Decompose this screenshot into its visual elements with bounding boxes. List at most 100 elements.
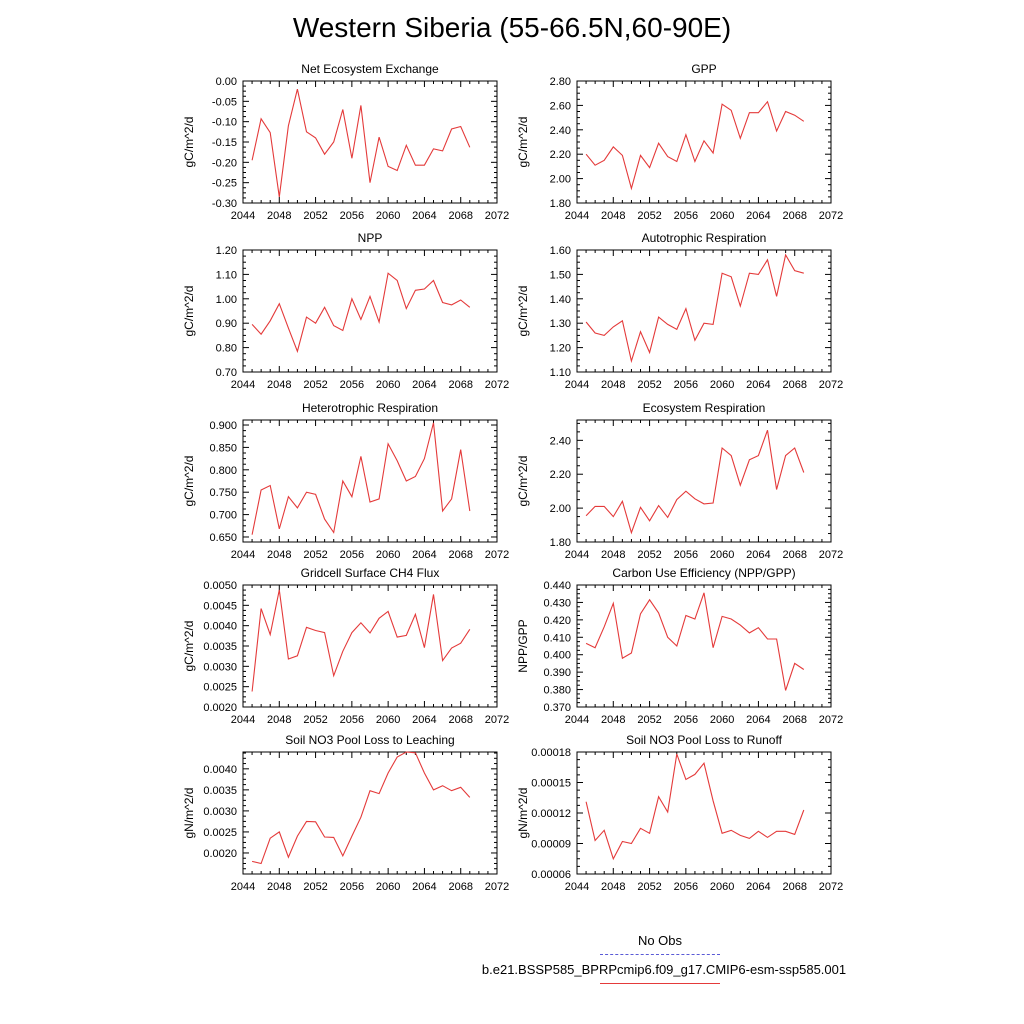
plot-frame xyxy=(242,249,498,373)
x-tick-label: 2052 xyxy=(303,379,327,391)
x-tick-label: 2048 xyxy=(267,881,291,893)
panel-title: Net Ecosystem Exchange xyxy=(301,62,439,76)
y-axis-label: NPP/GPP xyxy=(516,619,530,672)
x-tick-label: 2068 xyxy=(782,210,806,222)
x-tick-label: 2056 xyxy=(340,210,364,222)
panel-title: Gridcell Surface CH4 Flux xyxy=(301,566,440,580)
panel-3: Autotrophic Respiration gC/m^2/d 2044 2048 2… xyxy=(516,231,843,391)
x-tick-label: 2044 xyxy=(565,881,589,893)
plot-frame xyxy=(576,584,832,708)
series-line xyxy=(251,88,471,197)
y-tick-label: -0.20 xyxy=(212,157,237,169)
x-tick-label: 2068 xyxy=(782,881,806,893)
y-tick-label: 1.10 xyxy=(550,367,571,379)
series-line xyxy=(251,751,471,865)
x-tick-label: 2072 xyxy=(819,549,843,561)
y-axis-label: gC/m^2/d xyxy=(182,456,196,507)
y-tick-label: 0.80 xyxy=(216,343,237,355)
x-tick-label: 2060 xyxy=(710,549,734,561)
x-tick-label: 2064 xyxy=(412,210,436,222)
x-tick-label: 2072 xyxy=(485,379,509,391)
panel-title: Autotrophic Respiration xyxy=(642,231,767,245)
x-tick-label: 2068 xyxy=(448,881,472,893)
y-tick-label: 0.0020 xyxy=(203,702,237,714)
x-tick-label: 2064 xyxy=(746,549,770,561)
x-tick-label: 2052 xyxy=(303,210,327,222)
x-tick-label: 2044 xyxy=(231,714,255,726)
y-tick-label: 1.30 xyxy=(550,318,571,330)
panel-2: NPP gC/m^2/d 2044 2048 2052 2056 2060 2064 2068 2… xyxy=(182,231,509,391)
legend-run-label: b.e21.BSSP585_BPRPcmip6.f09_g17.CMIP6-es… xyxy=(481,962,847,977)
y-tick-label: 0.0040 xyxy=(203,764,237,776)
y-tick-label: 0.00 xyxy=(216,76,237,88)
x-tick-label: 2056 xyxy=(340,549,364,561)
y-tick-label: 0.390 xyxy=(543,667,571,679)
x-tick-label: 2072 xyxy=(485,714,509,726)
panel-title: Soil NO3 Pool Loss to Leaching xyxy=(285,733,454,747)
x-tick-label: 2064 xyxy=(746,379,770,391)
y-tick-label: 0.70 xyxy=(216,367,237,379)
y-tick-label: 2.20 xyxy=(550,149,571,161)
y-tick-label: 0.410 xyxy=(543,632,571,644)
y-tick-label: 0.0025 xyxy=(203,682,237,694)
y-axis-label: gN/m^2/d xyxy=(516,788,530,839)
x-tick-label: 2060 xyxy=(710,714,734,726)
y-tick-label: 0.430 xyxy=(543,597,571,609)
panel-5: Ecosystem Respiration gC/m^2/d 2044 2048 205… xyxy=(516,401,843,561)
x-tick-label: 2048 xyxy=(267,210,291,222)
x-tick-label: 2056 xyxy=(674,881,698,893)
x-tick-label: 2068 xyxy=(782,714,806,726)
x-tick-label: 2064 xyxy=(412,379,436,391)
x-tick-label: 2048 xyxy=(601,210,625,222)
x-tick-label: 2068 xyxy=(448,379,472,391)
x-tick-label: 2052 xyxy=(303,881,327,893)
x-tick-label: 2072 xyxy=(819,210,843,222)
x-tick-label: 2068 xyxy=(782,549,806,561)
main-title: Western Siberia (55-66.5N,60-90E) xyxy=(292,12,732,43)
x-tick-label: 2052 xyxy=(637,549,661,561)
y-tick-label: 0.00009 xyxy=(531,839,571,851)
x-tick-label: 2060 xyxy=(376,881,400,893)
x-tick-label: 2052 xyxy=(303,549,327,561)
x-tick-label: 2056 xyxy=(674,210,698,222)
x-tick-label: 2060 xyxy=(376,210,400,222)
x-tick-label: 2072 xyxy=(819,881,843,893)
y-tick-label: 0.0040 xyxy=(203,621,237,633)
x-tick-label: 2072 xyxy=(485,881,509,893)
x-tick-label: 2064 xyxy=(412,549,436,561)
x-tick-label: 2056 xyxy=(340,714,364,726)
y-tick-label: 0.750 xyxy=(209,487,237,499)
y-tick-label: 1.10 xyxy=(216,269,237,281)
y-tick-label: -0.30 xyxy=(212,198,237,210)
plot-frame xyxy=(576,419,832,543)
x-tick-label: 2068 xyxy=(448,714,472,726)
y-tick-label: 0.0050 xyxy=(203,580,237,592)
legend-obs-line xyxy=(600,954,720,955)
x-tick-label: 2048 xyxy=(267,549,291,561)
panel-title: Carbon Use Efficiency (NPP/GPP) xyxy=(612,566,795,580)
x-tick-label: 2064 xyxy=(412,881,436,893)
x-tick-label: 2068 xyxy=(448,210,472,222)
y-axis-label: gC/m^2/d xyxy=(516,286,530,337)
y-tick-label: 0.850 xyxy=(209,442,237,454)
y-tick-label: 0.380 xyxy=(543,685,571,697)
y-tick-label: 1.60 xyxy=(550,245,571,257)
y-axis-label: gC/m^2/d xyxy=(516,117,530,168)
x-tick-label: 2064 xyxy=(746,714,770,726)
y-tick-label: 0.00015 xyxy=(531,778,571,790)
y-tick-label: 0.0030 xyxy=(203,661,237,673)
y-tick-label: 2.00 xyxy=(550,174,571,186)
x-tick-label: 2056 xyxy=(340,379,364,391)
y-tick-label: -0.25 xyxy=(212,178,237,190)
y-tick-label: 0.370 xyxy=(543,702,571,714)
plot-frame xyxy=(242,751,498,875)
panel-title: GPP xyxy=(691,62,716,76)
x-tick-label: 2060 xyxy=(710,379,734,391)
y-tick-label: 1.00 xyxy=(216,294,237,306)
y-tick-label: 0.00018 xyxy=(531,747,571,759)
y-tick-label: -0.05 xyxy=(212,96,237,108)
y-tick-label: 0.0025 xyxy=(203,827,237,839)
x-tick-label: 2060 xyxy=(376,549,400,561)
series-line xyxy=(585,592,805,691)
